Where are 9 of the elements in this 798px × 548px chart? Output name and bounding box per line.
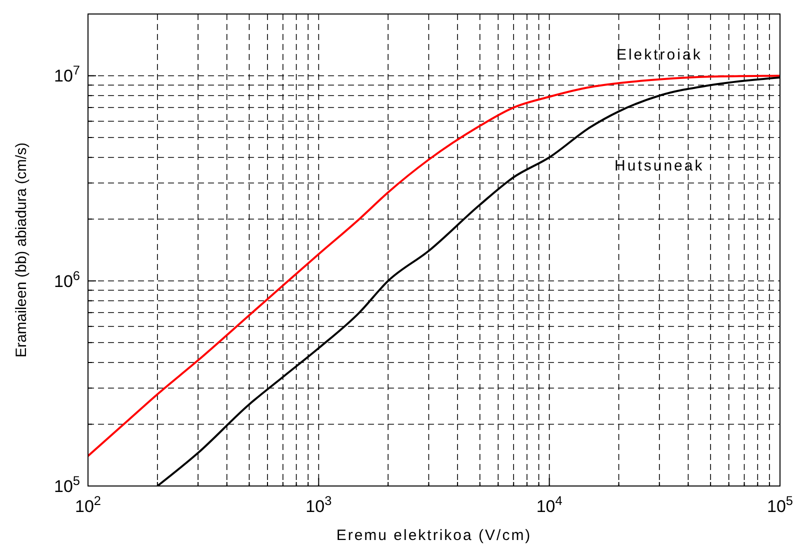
text: Hutsuneak — [614, 158, 704, 175]
y-tick-label: 10$^{6}$ — [54, 267, 80, 291]
x-tick-label: 10$^{5}$ — [766, 492, 794, 516]
x-tick-label: 10$^{4}$ — [536, 492, 562, 516]
x-axis-title: Eremu elektrikoa (V/cm) — [336, 527, 532, 544]
series-label: Elektroiak — [616, 46, 702, 64]
y-axis-title: Eramaileen (bb) abiadura (cm/s) — [13, 142, 30, 358]
x-tick-label: 10$^{3}$ — [306, 492, 332, 516]
y-tick-label: 10$^{7}$ — [54, 62, 80, 86]
